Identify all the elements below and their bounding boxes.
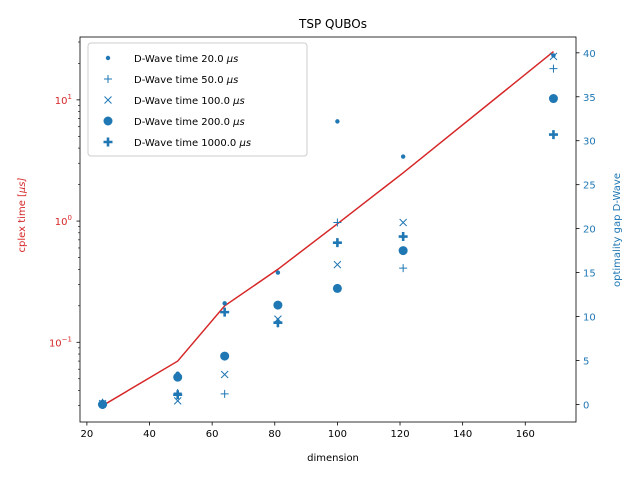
x-tick-label: 160 [516,429,535,440]
x-tick-label: 60 [206,429,219,440]
right-y-tick-label: 20 [583,225,596,236]
series-1-point [275,270,281,275]
series-2-point [220,389,229,398]
series-4-point [273,300,283,310]
series-4-point [332,283,342,293]
series-5-point [332,238,342,248]
right-y-tick-label: 25 [583,181,596,192]
right-y-tick-label: 10 [583,313,596,324]
right-y-tick-label: 30 [583,137,596,148]
left-y-tick-label: 10−1 [49,335,72,349]
x-tick-label: 20 [81,429,94,440]
legend-box [87,42,308,157]
series-3-point [333,260,342,269]
legend-marker-4 [103,116,113,126]
series-1-point [400,154,406,159]
right-y-tick-label: 15 [583,269,596,280]
right-y-axis-label: optimality gap D-Wave [612,173,623,287]
series-5-point [548,130,558,140]
x-tick-label: 100 [328,429,347,440]
x-tick-label: 120 [390,429,409,440]
legend-label-5: D-Wave time 1000.0 μs [134,138,251,149]
x-axis-label: dimension [307,453,359,464]
legend-label-1: D-Wave time 20.0 μs [134,54,238,65]
left-y-tick-label: 101 [55,93,72,107]
series-4-point [398,246,408,256]
series-2-point [549,64,558,73]
series-5-point [220,307,230,317]
chart-title: TSP QUBOs [298,17,367,31]
series-4-point [220,351,230,361]
series-2-point [333,218,342,227]
legend-marker-5 [103,137,113,147]
left-y-tick-label: 100 [55,214,72,228]
series-3-point [549,52,558,61]
legend-marker-3 [104,96,112,104]
right-y-tick-label: 35 [583,93,596,104]
series-3-point [173,397,182,405]
legend-label-2: D-Wave time 50.0 μs [134,75,238,86]
series-1-point [222,301,227,306]
series-4-point [173,372,183,382]
series-5-point [273,318,283,328]
series-2-point [399,264,408,273]
cplex-time-line [102,51,554,407]
series-1-point [335,119,340,124]
left-y-axis-label: cplex time [μs] [17,177,28,252]
series-3-point [220,370,229,379]
series-5-point [173,390,183,400]
x-tick-label: 80 [268,429,281,440]
legend-label-4: D-Wave time 200.0 μs [134,117,245,128]
right-y-tick-label: 5 [583,356,589,367]
series-4-point [548,94,558,104]
series-5-point [398,232,408,242]
x-tick-label: 40 [143,429,156,440]
right-y-tick-label: 40 [583,49,596,60]
series-3-point [399,218,408,227]
series-5-point [98,399,108,409]
legend-marker-1 [105,55,111,61]
x-tick-label: 140 [453,429,472,440]
legend-marker-2 [104,75,112,83]
plot-frame [79,36,577,423]
series-1-point [551,53,556,58]
legend-label-3: D-Wave time 100.0 μs [134,96,245,107]
right-y-tick-label: 0 [583,400,589,411]
